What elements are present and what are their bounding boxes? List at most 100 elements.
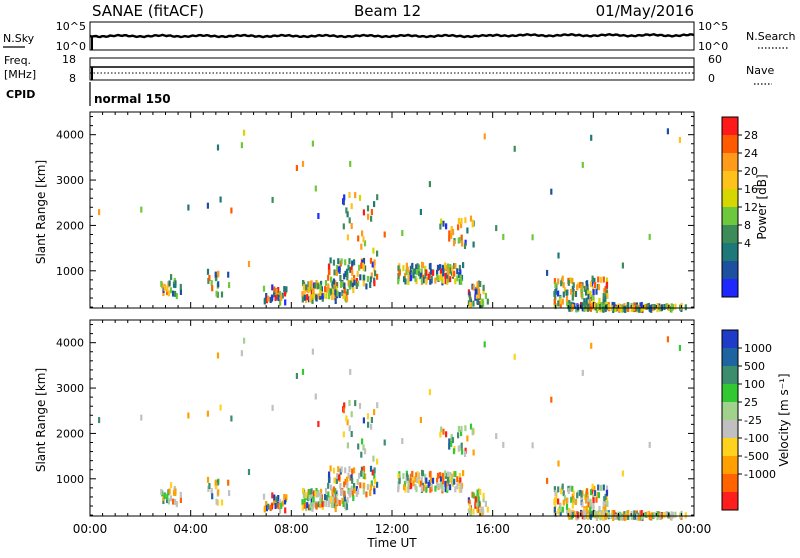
data-cell bbox=[341, 281, 344, 288]
data-cell bbox=[458, 264, 461, 271]
data-cell bbox=[321, 293, 324, 300]
velocity-axis-ticks: 1000 2000 3000 4000 bbox=[56, 320, 695, 516]
data-cell bbox=[468, 291, 471, 298]
data-cell bbox=[211, 493, 214, 500]
data-cell bbox=[337, 266, 340, 273]
data-cell bbox=[343, 273, 346, 280]
data-cell bbox=[495, 433, 498, 440]
data-cell bbox=[314, 185, 317, 192]
data-cell bbox=[342, 223, 345, 230]
data-cell bbox=[431, 477, 435, 484]
data-cell bbox=[357, 443, 360, 450]
data-cell bbox=[334, 298, 337, 304]
data-cell bbox=[475, 293, 478, 300]
data-cell bbox=[271, 284, 274, 291]
data-cell bbox=[334, 506, 337, 512]
data-cell bbox=[336, 473, 339, 479]
data-cell bbox=[621, 470, 624, 477]
data-cell bbox=[563, 495, 567, 502]
data-cell bbox=[401, 230, 404, 236]
data-cell bbox=[332, 289, 335, 296]
data-cell bbox=[301, 368, 305, 375]
data-cell bbox=[319, 284, 322, 291]
data-cell bbox=[449, 484, 452, 491]
data-cell bbox=[621, 262, 624, 269]
data-cell bbox=[621, 514, 624, 521]
data-cell bbox=[453, 270, 456, 277]
data-cell bbox=[567, 487, 570, 494]
data-cell bbox=[362, 236, 365, 243]
data-cell bbox=[302, 492, 305, 499]
data-cell bbox=[436, 472, 440, 479]
data-cell bbox=[361, 470, 364, 477]
colorbar-tick-label: 12 bbox=[744, 201, 758, 214]
data-cell bbox=[585, 297, 588, 304]
freq-panel-frame bbox=[89, 57, 695, 81]
data-cell bbox=[329, 288, 332, 295]
data-cell bbox=[613, 510, 616, 517]
data-cell bbox=[603, 511, 606, 518]
data-cell bbox=[468, 503, 472, 510]
data-cell bbox=[373, 409, 376, 416]
data-cell bbox=[573, 510, 576, 517]
data-cell bbox=[230, 207, 233, 214]
data-cell bbox=[553, 278, 556, 285]
data-cell bbox=[458, 236, 461, 243]
data-cell bbox=[328, 471, 331, 478]
data-cell bbox=[459, 269, 462, 276]
data-cell bbox=[336, 290, 339, 297]
data-cell bbox=[362, 209, 365, 216]
data-cell bbox=[604, 514, 607, 521]
data-cell bbox=[338, 292, 341, 298]
data-cell bbox=[580, 283, 583, 290]
data-cell bbox=[479, 509, 482, 516]
data-cell bbox=[586, 492, 589, 499]
data-cell bbox=[317, 421, 320, 427]
data-cell bbox=[554, 282, 557, 288]
data-cell bbox=[315, 294, 318, 301]
data-cell bbox=[295, 373, 298, 379]
data-cell bbox=[461, 448, 464, 455]
data-cell bbox=[420, 277, 424, 284]
data-cell bbox=[327, 482, 330, 489]
data-cell bbox=[436, 477, 439, 484]
data-cell bbox=[579, 489, 582, 496]
data-cell bbox=[275, 499, 278, 506]
data-cell bbox=[449, 276, 452, 283]
data-cell bbox=[140, 414, 143, 421]
cpid-value: normal 150 bbox=[94, 92, 171, 106]
data-cell bbox=[560, 280, 563, 287]
data-cell bbox=[356, 270, 359, 277]
data-cell bbox=[217, 489, 220, 496]
colorbar-tick-label: 8 bbox=[744, 219, 751, 232]
nsearch-tick-bottom: 10^0 bbox=[698, 40, 728, 53]
data-cell bbox=[602, 276, 605, 283]
data-cell bbox=[419, 480, 423, 487]
data-cell bbox=[605, 489, 609, 496]
data-cell bbox=[314, 490, 317, 497]
data-cell bbox=[456, 275, 459, 282]
data-cell bbox=[327, 268, 331, 275]
data-cell bbox=[407, 477, 411, 484]
data-cell bbox=[373, 280, 376, 287]
cpid-label: CPID bbox=[6, 88, 35, 101]
data-cell bbox=[339, 275, 342, 281]
data-cell bbox=[350, 203, 353, 210]
data-cell bbox=[366, 276, 369, 282]
data-cell bbox=[422, 485, 425, 492]
data-cell bbox=[476, 506, 479, 513]
data-cell bbox=[425, 269, 428, 276]
data-cell bbox=[617, 514, 620, 521]
data-cell bbox=[187, 204, 190, 211]
data-cell bbox=[587, 293, 590, 300]
data-cell bbox=[621, 306, 624, 313]
data-cell bbox=[483, 133, 486, 140]
data-cell bbox=[457, 432, 460, 439]
data-cell bbox=[471, 427, 474, 434]
data-cell bbox=[481, 298, 484, 305]
data-cell bbox=[594, 490, 597, 497]
data-cell bbox=[302, 488, 305, 494]
data-cell bbox=[301, 160, 305, 167]
data-cell bbox=[472, 241, 475, 248]
data-cell bbox=[348, 425, 351, 432]
